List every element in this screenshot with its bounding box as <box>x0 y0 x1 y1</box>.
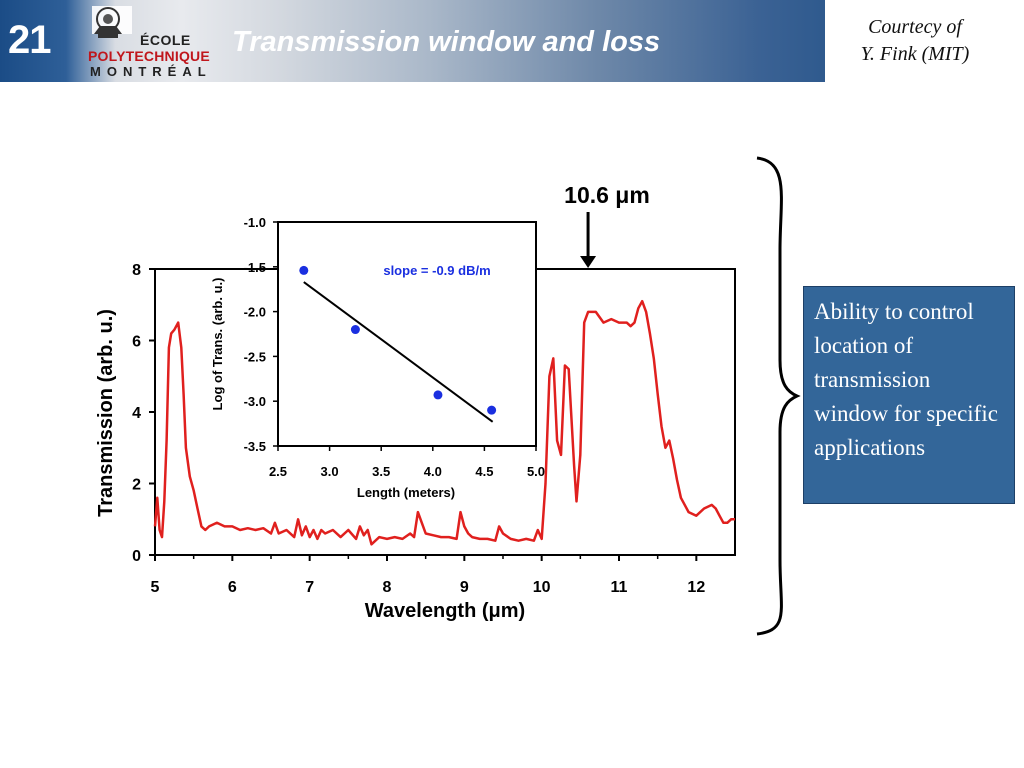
inset-xtick-label: 3.5 <box>372 464 390 479</box>
main-xtick-label: 10 <box>533 579 551 596</box>
inset-ylabel: Log of Trans. (arb. u.) <box>210 278 225 411</box>
inset-ytick-label: -2.0 <box>244 305 266 320</box>
inset-xtick-label: 4.0 <box>424 464 442 479</box>
slide-title: Transmission window and loss <box>232 26 661 58</box>
main-xtick-label: 8 <box>383 579 392 596</box>
inset-data-point <box>433 390 443 400</box>
inset-xtick-label: 4.5 <box>475 464 493 479</box>
logo-line-ecole: ÉCOLE <box>140 32 191 48</box>
inset-xtick-label: 3.0 <box>321 464 339 479</box>
main-xlabel: Wavelength (μm) <box>365 600 525 622</box>
inset-plot: 2.5 3.0 3.5 4.0 4.5 5.0 -1.0 -1.5 -2.0 -2.5 -3.0 -3… <box>244 215 545 479</box>
inset-ytick-label: -1.0 <box>244 215 266 230</box>
inset-plot-background <box>277 221 537 447</box>
courtesy-line-2: Y. Fink (MIT) <box>860 43 970 65</box>
main-xtick-label: 12 <box>687 579 705 596</box>
wavelength-marker-label: 10.6 μm <box>564 182 650 208</box>
logo-line-montreal: MONTRÉAL <box>90 64 212 79</box>
inset-xlabel: Length (meters) <box>357 485 455 500</box>
main-xtick-label: 9 <box>460 579 469 596</box>
main-ytick-label: 0 <box>132 548 141 565</box>
inset-data-point <box>487 405 497 415</box>
inset-fit-line <box>303 281 494 423</box>
courtesy-note: Courtecy of Y. Fink (MIT) <box>835 14 995 68</box>
main-xtick-label: 11 <box>611 579 628 596</box>
main-xtick-label: 7 <box>305 579 314 596</box>
crest-icon <box>92 6 132 38</box>
inset-data-point <box>350 325 360 335</box>
main-ytick-label: 6 <box>132 334 141 351</box>
inset-data-point <box>299 265 309 275</box>
main-xtick-label: 6 <box>228 579 237 596</box>
main-ytick-label: 2 <box>132 477 141 494</box>
inset-xtick-label: 5.0 <box>527 464 545 479</box>
callout-box: Ability to control location of transmiss… <box>803 286 1015 504</box>
main-xtick-label: 5 <box>151 579 160 596</box>
polytechnique-logo <box>92 6 132 38</box>
courtesy-line-1: Courtecy of <box>868 16 962 38</box>
inset-ytick-label: -3.0 <box>244 394 266 409</box>
logo-line-polytechnique: POLYTECHNIQUE <box>88 48 210 64</box>
inset-ytick-label: -2.5 <box>244 349 266 364</box>
callout-text: Ability to control location of transmiss… <box>814 299 998 460</box>
main-ylabel: Transmission (arb. u.) <box>95 309 117 517</box>
main-ytick-label: 4 <box>132 405 141 422</box>
inset-slope-annotation: slope = -0.9 dB/m <box>383 263 490 278</box>
inset-ytick-label: -3.5 <box>244 439 266 454</box>
right-brace <box>756 156 801 636</box>
header-bar: 21 ÉCOLE POLYTECHNIQUE MONTRÉAL Transmis… <box>0 0 825 82</box>
inset-xtick-label: 2.5 <box>269 464 287 479</box>
main-ytick-label: 8 <box>132 262 141 279</box>
inset-ytick-label: -1.5 <box>244 260 266 275</box>
wavelength-marker-arrowhead <box>580 256 597 268</box>
slide-number: 21 <box>8 18 51 62</box>
transmission-curve <box>153 299 735 546</box>
